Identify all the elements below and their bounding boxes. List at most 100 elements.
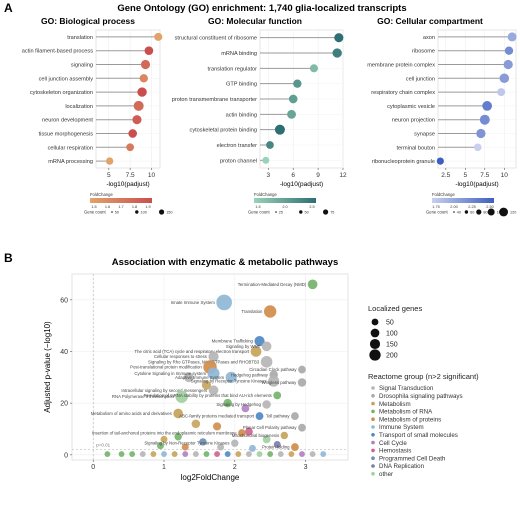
- group-legend-swatch: [371, 464, 375, 468]
- size-legend-value: 200: [386, 353, 398, 360]
- point-label: Insertion of tail-anchored proteins into…: [92, 430, 237, 435]
- y-tick-label: 60: [60, 297, 68, 304]
- scatter-point: [212, 422, 222, 431]
- genecount-legend-title: Gene count: [248, 210, 270, 215]
- lollipop-dot: [128, 129, 138, 138]
- lollipop-dot: [132, 115, 142, 125]
- group-legend-swatch: [371, 394, 375, 398]
- foldchange-legend-tick: 1.8: [132, 205, 137, 209]
- point-label: Cytokine Signaling in Immune system: [134, 371, 206, 376]
- point-label: Post-translational protein modification: [130, 365, 202, 370]
- point-label: Wingless pathway: [262, 380, 297, 385]
- scatter-point: [288, 451, 295, 457]
- category-label: electron transfer: [217, 143, 258, 149]
- lollipop-dot: [334, 33, 344, 43]
- category-label: proton transmembrane transporter: [172, 97, 257, 103]
- scatter-point: [263, 305, 277, 318]
- category-label: ribosome: [412, 49, 435, 55]
- group-legend-label: Metabolism of RNA: [379, 409, 433, 416]
- group-legend-label: Immune System: [379, 424, 424, 431]
- lollipop-dot: [332, 48, 342, 58]
- group-legend-swatch: [371, 433, 375, 437]
- genecount-legend-dot: [323, 209, 329, 215]
- panel-b-legend: Localized genes 50 100 150 200 Reactome group…: [368, 304, 479, 478]
- y-axis-label: Adjusted p-value (−log10): [43, 321, 52, 413]
- group-legend-swatch: [371, 417, 375, 422]
- y-tick-label: 40: [60, 349, 68, 356]
- x-axis-label: log2FoldChange: [181, 473, 240, 482]
- lollipop-dot: [266, 141, 274, 149]
- point-label: Cellular responses to stress: [154, 354, 207, 359]
- lollipop-dot: [144, 46, 154, 56]
- foldchange-colorbar: [90, 198, 152, 203]
- lollipop-dot: [473, 143, 482, 152]
- x-tick-label: 5: [107, 172, 111, 179]
- category-label: GTP binding: [226, 82, 257, 88]
- lollipop-dot: [140, 59, 151, 70]
- group-legend-swatch: [371, 440, 375, 445]
- group-legend-swatch: [371, 409, 375, 414]
- scatter-point: [156, 442, 164, 450]
- point-label: Planar Cell Polarity pathway: [243, 425, 298, 430]
- lollipop-dot: [503, 59, 513, 70]
- genecount-legend-dot: [275, 211, 277, 213]
- scatter-point: [181, 443, 189, 451]
- point-label: Signaling by Rho GTPases, Miro GTPases a…: [148, 359, 260, 364]
- genecount-legend-dot: [487, 208, 495, 216]
- point-label: The citric acid (TCA) cycle and respirat…: [135, 349, 250, 354]
- category-label: proton channel: [220, 158, 257, 164]
- category-label: axon: [423, 35, 435, 41]
- scatter-point: [217, 443, 225, 451]
- x-tick-label: 3: [266, 172, 270, 179]
- foldchange-legend-tick: 2.00: [450, 205, 457, 209]
- foldchange-legend-tick: 1.7: [118, 205, 123, 209]
- scatter-point: [250, 346, 262, 357]
- point-label: Membrane Trafficking: [212, 339, 254, 344]
- go-panel-title: GO: Cellular compartment: [377, 16, 483, 26]
- category-label: cellular respiration: [48, 145, 93, 151]
- genecount-legend-tick: 50: [305, 211, 309, 215]
- category-label: terminal bouton: [396, 145, 435, 151]
- scatter-point: [150, 451, 157, 457]
- lollipop-dot: [105, 157, 114, 165]
- scatter-point: [320, 451, 327, 457]
- foldchange-colorbar: [432, 198, 494, 203]
- scatter-point: [208, 351, 219, 362]
- genecount-legend-title: Gene count: [426, 210, 448, 215]
- scatter-point: [255, 412, 264, 420]
- category-label: neuron projection: [392, 118, 435, 124]
- x-tick-label: 10: [501, 172, 509, 179]
- category-label: mRNA binding: [221, 51, 257, 57]
- genecount-legend-tick: 150: [166, 211, 172, 215]
- group-legend-label: Metabolism: [379, 401, 411, 408]
- lollipop-dot: [482, 101, 493, 111]
- scatter-point: [277, 451, 284, 457]
- scatter-point: [241, 404, 250, 413]
- lollipop-dot: [293, 79, 302, 88]
- genecount-legend-dot: [499, 207, 508, 217]
- scatter-point: [208, 385, 219, 396]
- size-legend-dot: [371, 318, 379, 326]
- lollipop-dot: [476, 128, 486, 139]
- scatter-point: [260, 356, 273, 368]
- point-label: Signaling by Receptor Tyrosine Kinases: [191, 379, 267, 384]
- scatter-point: [245, 427, 253, 436]
- y-tick-label: 20: [60, 401, 68, 408]
- category-label: cytoplasmic vesicle: [387, 104, 435, 110]
- scatter-point: [297, 378, 307, 387]
- category-label: neuron development: [42, 118, 93, 124]
- foldchange-legend-tick: 1.5: [91, 205, 96, 209]
- panel-a-charts: GO: Biological process translation actin f…: [22, 16, 517, 217]
- category-label: membrane protein complex: [367, 63, 435, 69]
- scatter-point: [280, 431, 289, 440]
- foldchange-legend-tick: 2.50: [486, 205, 493, 209]
- group-legend-label: other: [379, 471, 393, 478]
- category-label: cell junction: [406, 76, 435, 82]
- foldchange-legend-tick: 2.0: [282, 205, 287, 209]
- point-label: Termination-Mediated Decay (NMD): [238, 282, 307, 287]
- x-tick-label: 2: [233, 464, 237, 471]
- category-label: tissue morphogenesis: [39, 132, 94, 138]
- lollipop-dot: [436, 157, 444, 165]
- scatter-point: [299, 451, 305, 457]
